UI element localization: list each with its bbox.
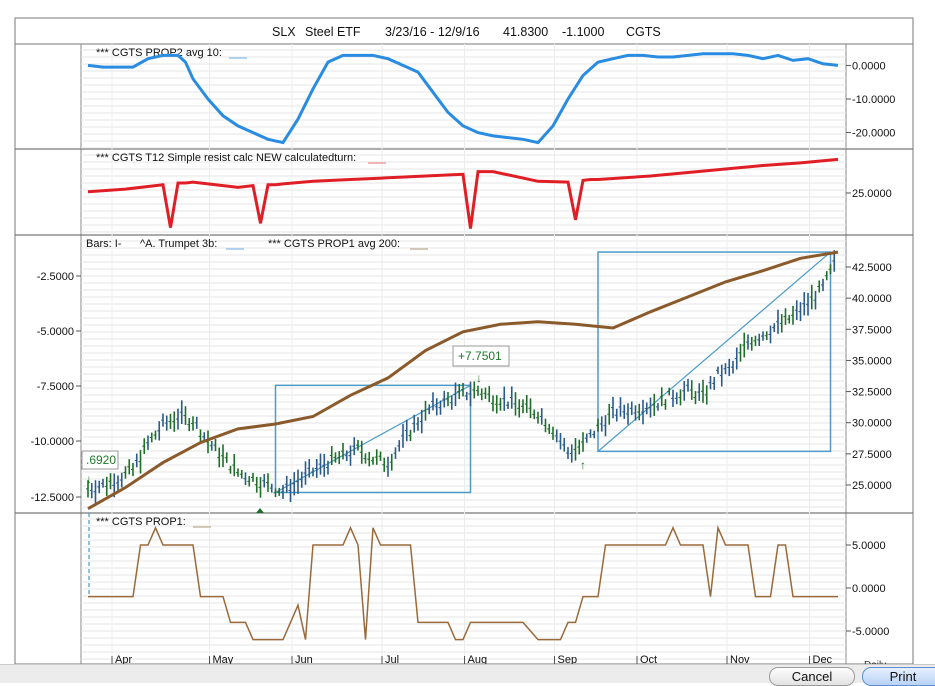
prop2-series-line [87,52,839,145]
jun-axis-marker [256,508,264,513]
y-tick-label: -7.5000 [37,381,74,393]
print-button[interactable]: Print [862,667,935,686]
avg200-label: *** CGTS PROP1 avg 200: [268,238,400,250]
header-study: CGTS [626,25,661,39]
y-tick-label: -20.0000 [852,128,895,140]
price-y-axis: 42.5000 40.0000 37.5000 35.0000 32.5000 30.00… [31,262,892,504]
month-label: Jul [385,654,399,666]
sep-bottom-arrow: ↑ [580,458,586,472]
month-label: May [213,654,234,666]
y-tick-label: 25.0000 [852,480,892,492]
month-label: Sep [558,654,578,666]
y-tick-label: 5.0000 [852,540,886,552]
month-label: Apr [115,654,132,666]
header-date-range: 3/23/16 - 12/9/16 [385,25,480,39]
y-tick-label: 0.0000 [852,60,886,72]
prop1-y-axis: 5.0000 0.0000 -5.0000 [846,540,889,638]
y-tick-label: -5.0000 [37,326,74,338]
month-label: Oct [640,654,657,666]
cancel-button[interactable]: Cancel [769,667,855,686]
panel-t12: *** CGTS T12 Simple resist calc NEW calc… [87,152,892,229]
month-label: Jun [295,654,313,666]
prop1-label: *** CGTS PROP1: [96,516,186,528]
panel-price: Bars: I- ^A. Trumpet 3b: *** CGTS PROP1 … [31,238,892,513]
title-bar [14,17,914,45]
y-tick-label: -5.0000 [852,626,889,638]
y-tick-label: 37.5000 [852,324,892,336]
month-label: Nov [730,654,750,666]
prop2-y-axis: 0.0000 -10.0000 -20.0000 [846,60,895,140]
header-ticker: SLX [272,25,296,39]
footer-strip [0,664,935,683]
y-tick-label: 27.5000 [852,449,892,461]
prop2-label: *** CGTS PROP2 avg 10: [96,47,222,59]
t12-series-line [87,157,839,229]
y-tick-label: 32.5000 [852,387,892,399]
header-change: -1.1000 [562,25,604,39]
left-annotation-arrow: ↓ [86,472,92,486]
month-label: Aug [468,654,488,666]
left-annotation-box [81,450,119,470]
t12-label: *** CGTS T12 Simple resist calc NEW calc… [96,152,356,164]
bars-label: Bars: I- [86,238,122,250]
gain-annotation-arrow: ↓ [476,371,482,385]
t12-y-axis: 25.0000 [846,188,892,200]
y-tick-label: 40.0000 [852,293,892,305]
y-tick-label: -12.5000 [31,492,74,504]
panel-prop1: *** CGTS PROP1: 5.0000 0.0000 -5.0000 [88,513,889,641]
left-annotation-text: .6920 [86,453,116,467]
trumpet-trend-line [597,251,831,452]
avg200-series-line [87,250,839,511]
prop1-series-line [88,524,838,641]
y-tick-label: 30.0000 [852,418,892,430]
trumpet-label: ^A. Trumpet 3b: [140,238,217,250]
y-tick-label: -10.0000 [852,94,895,106]
trumpet-trend-line [275,384,471,494]
y-tick-label: 35.0000 [852,355,892,367]
price-bars [86,250,836,503]
y-tick-label: -2.5000 [37,271,74,283]
y-tick-label: 42.5000 [852,262,892,274]
grid-layer [81,44,846,664]
header-last-price: 41.8300 [503,25,548,39]
price-annotations: +7.7501 ↓ .6920 ↓ ↑ [81,345,586,513]
y-tick-label: 25.0000 [852,188,892,200]
trumpet-box [597,251,832,453]
month-axis: Apr May Jun Jul Aug Sep Oct Nov Dec [111,654,833,666]
gain-annotation-box [452,345,510,367]
y-tick-label: 0.0000 [852,583,886,595]
month-label: Dec [813,654,833,666]
header-name: Steel ETF [305,25,361,39]
y-tick-label: -10.0000 [31,436,74,448]
gain-annotation-text: +7.7501 [458,349,502,363]
panel-prop2: *** CGTS PROP2 avg 10: 0.0000 -10.0000 -20… [87,47,895,145]
